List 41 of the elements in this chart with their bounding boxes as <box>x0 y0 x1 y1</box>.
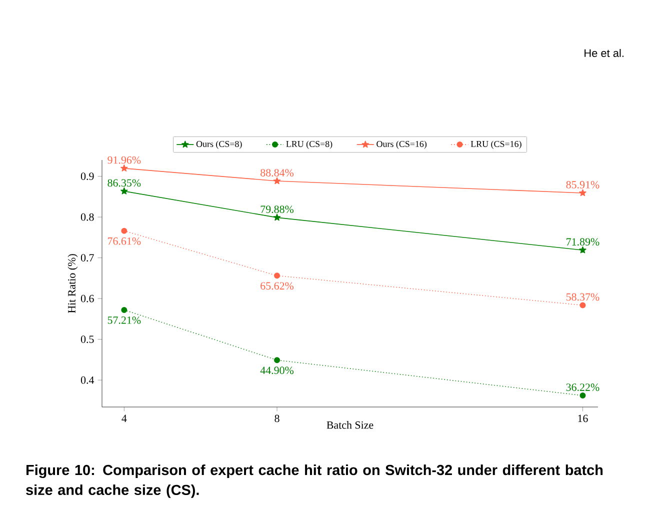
point <box>579 189 586 196</box>
point <box>580 302 586 308</box>
data-label: 91.96% <box>108 156 141 164</box>
data-label: 36.22% <box>566 384 600 391</box>
y-tick-label: 0.4 <box>80 376 94 384</box>
y-tick-label: 0.7 <box>80 254 94 262</box>
y-tick-label: 0.9 <box>80 172 94 180</box>
data-label: 88.84% <box>260 169 294 177</box>
point <box>274 357 280 364</box>
point <box>579 246 586 254</box>
text: He et al. <box>584 48 624 58</box>
point <box>273 214 281 221</box>
legend-label: Ours (CS=16) <box>376 140 427 149</box>
data-label: 76.61% <box>108 237 141 245</box>
x-axis-title: Batch Size <box>326 421 374 429</box>
point <box>273 177 281 184</box>
y-tick-label: 0.8 <box>80 213 94 221</box>
x-tick-label: 8 <box>274 414 280 422</box>
data-label: 79.88% <box>260 206 294 214</box>
legend-label: Ours (CS=8) <box>196 140 242 149</box>
point <box>121 228 128 234</box>
data-label: 57.21% <box>108 316 141 324</box>
y-tick-label: 0.5 <box>80 336 94 344</box>
caption: Figure 10: Comparison of expert cache hit ratio on Switch-32 under different batch size and cache size (CS). <box>26 464 603 498</box>
data-label: 86.35% <box>108 179 141 187</box>
x-tick-label: 16 <box>578 414 588 422</box>
y-tick-label: 0.6 <box>80 294 94 302</box>
point <box>274 272 280 279</box>
data-label: 58.37% <box>566 293 600 301</box>
data-label: 85.91% <box>566 181 600 188</box>
y-axis-title: Hit Ratio (%) <box>68 254 78 314</box>
data-label: 65.62% <box>260 282 294 290</box>
point <box>121 306 128 313</box>
legend-label: LRU (CS=8) <box>286 140 332 149</box>
x-tick-label: 4 <box>122 414 127 422</box>
data-label: 71.89% <box>566 238 600 246</box>
point <box>580 392 586 398</box>
point <box>120 164 128 172</box>
legend-label: LRU (CS=16) <box>470 140 522 149</box>
data-label: 44.90% <box>260 366 294 374</box>
point <box>120 187 128 194</box>
